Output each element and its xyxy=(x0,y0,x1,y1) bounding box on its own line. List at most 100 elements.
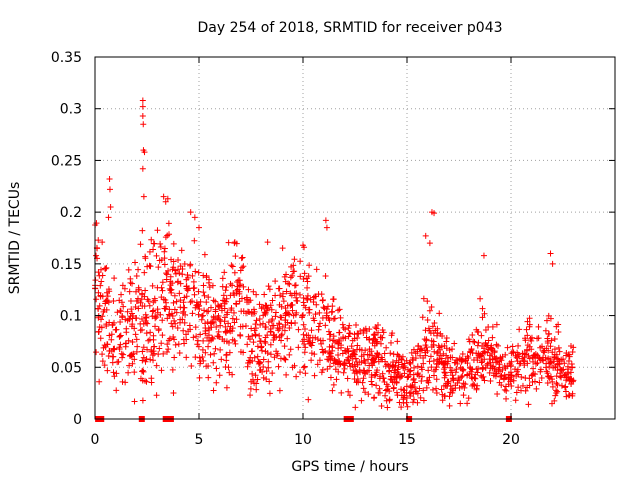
data-point xyxy=(264,305,271,312)
data-point-peak xyxy=(480,252,487,259)
data-point-peak xyxy=(322,217,329,224)
data-point xyxy=(196,354,203,361)
data-point xyxy=(301,270,308,277)
data-point xyxy=(287,290,294,297)
data-point xyxy=(126,288,133,295)
data-point xyxy=(266,390,273,397)
data-point xyxy=(229,282,236,289)
data-point xyxy=(165,337,172,344)
data-point xyxy=(268,306,275,313)
data-point xyxy=(424,316,431,323)
data-point xyxy=(268,317,275,324)
data-point xyxy=(401,370,408,377)
data-point xyxy=(526,315,533,322)
data-point xyxy=(411,384,418,391)
data-point xyxy=(282,356,289,363)
data-point xyxy=(263,302,270,309)
data-point xyxy=(155,326,162,333)
data-point xyxy=(553,373,560,380)
data-point xyxy=(244,341,251,348)
data-point xyxy=(322,273,329,280)
data-point xyxy=(167,273,174,280)
data-point xyxy=(467,349,474,356)
data-point xyxy=(371,372,378,379)
data-point xyxy=(269,370,276,377)
data-point xyxy=(250,339,257,346)
data-point xyxy=(448,367,455,374)
data-point xyxy=(206,284,213,291)
data-point xyxy=(220,292,227,299)
data-point xyxy=(430,341,437,348)
data-point xyxy=(113,387,120,394)
data-point xyxy=(513,368,520,375)
data-point xyxy=(125,369,132,376)
data-point xyxy=(212,345,219,352)
data-point xyxy=(336,306,343,313)
data-point xyxy=(431,368,438,375)
data-point xyxy=(379,326,386,333)
data-point xyxy=(219,275,226,282)
data-point xyxy=(99,351,106,358)
data-point xyxy=(452,369,459,376)
data-point xyxy=(326,317,333,324)
data-point xyxy=(160,350,167,357)
data-point xyxy=(358,397,365,404)
data-point xyxy=(193,333,200,340)
data-point xyxy=(333,376,340,383)
data-point xyxy=(250,288,257,295)
data-point xyxy=(533,385,540,392)
data-point xyxy=(276,285,283,292)
data-point xyxy=(119,282,126,289)
data-point xyxy=(168,310,175,317)
data-point xyxy=(473,365,480,372)
data-point xyxy=(134,295,141,302)
data-point xyxy=(169,366,176,373)
data-point xyxy=(171,317,178,324)
data-point xyxy=(422,327,429,334)
data-point xyxy=(171,306,178,313)
data-point xyxy=(340,334,347,341)
data-point xyxy=(104,367,111,374)
data-point xyxy=(180,299,187,306)
data-point xyxy=(292,311,299,318)
data-point xyxy=(183,293,190,300)
data-point xyxy=(256,316,263,323)
data-point xyxy=(450,377,457,384)
data-point xyxy=(205,308,212,315)
data-point xyxy=(293,373,300,380)
data-point xyxy=(478,359,485,366)
data-point xyxy=(326,350,333,357)
data-point xyxy=(229,336,236,343)
data-point xyxy=(386,397,393,404)
data-point xyxy=(553,380,560,387)
data-point xyxy=(150,307,157,314)
data-point xyxy=(526,323,533,330)
data-point xyxy=(273,348,280,355)
data-point xyxy=(237,348,244,355)
data-point xyxy=(481,310,488,317)
data-point xyxy=(545,331,552,338)
data-point xyxy=(209,282,216,289)
data-point xyxy=(150,357,157,364)
data-point xyxy=(414,370,421,377)
data-point xyxy=(272,292,279,299)
data-point xyxy=(350,367,357,374)
data-point xyxy=(99,272,106,279)
data-point xyxy=(187,299,194,306)
data-point xyxy=(523,326,530,333)
data-point xyxy=(295,344,302,351)
data-point xyxy=(188,298,195,305)
data-point xyxy=(266,286,273,293)
data-point xyxy=(403,357,410,364)
data-point-peak xyxy=(141,149,148,156)
data-point xyxy=(157,244,164,251)
data-point xyxy=(106,332,113,339)
data-point xyxy=(462,355,469,362)
y-tick-label: 0.25 xyxy=(51,153,82,169)
data-point xyxy=(470,338,477,345)
data-point xyxy=(528,372,535,379)
data-point xyxy=(280,298,287,305)
data-point xyxy=(376,385,383,392)
data-point xyxy=(354,378,361,385)
data-point xyxy=(360,375,367,382)
